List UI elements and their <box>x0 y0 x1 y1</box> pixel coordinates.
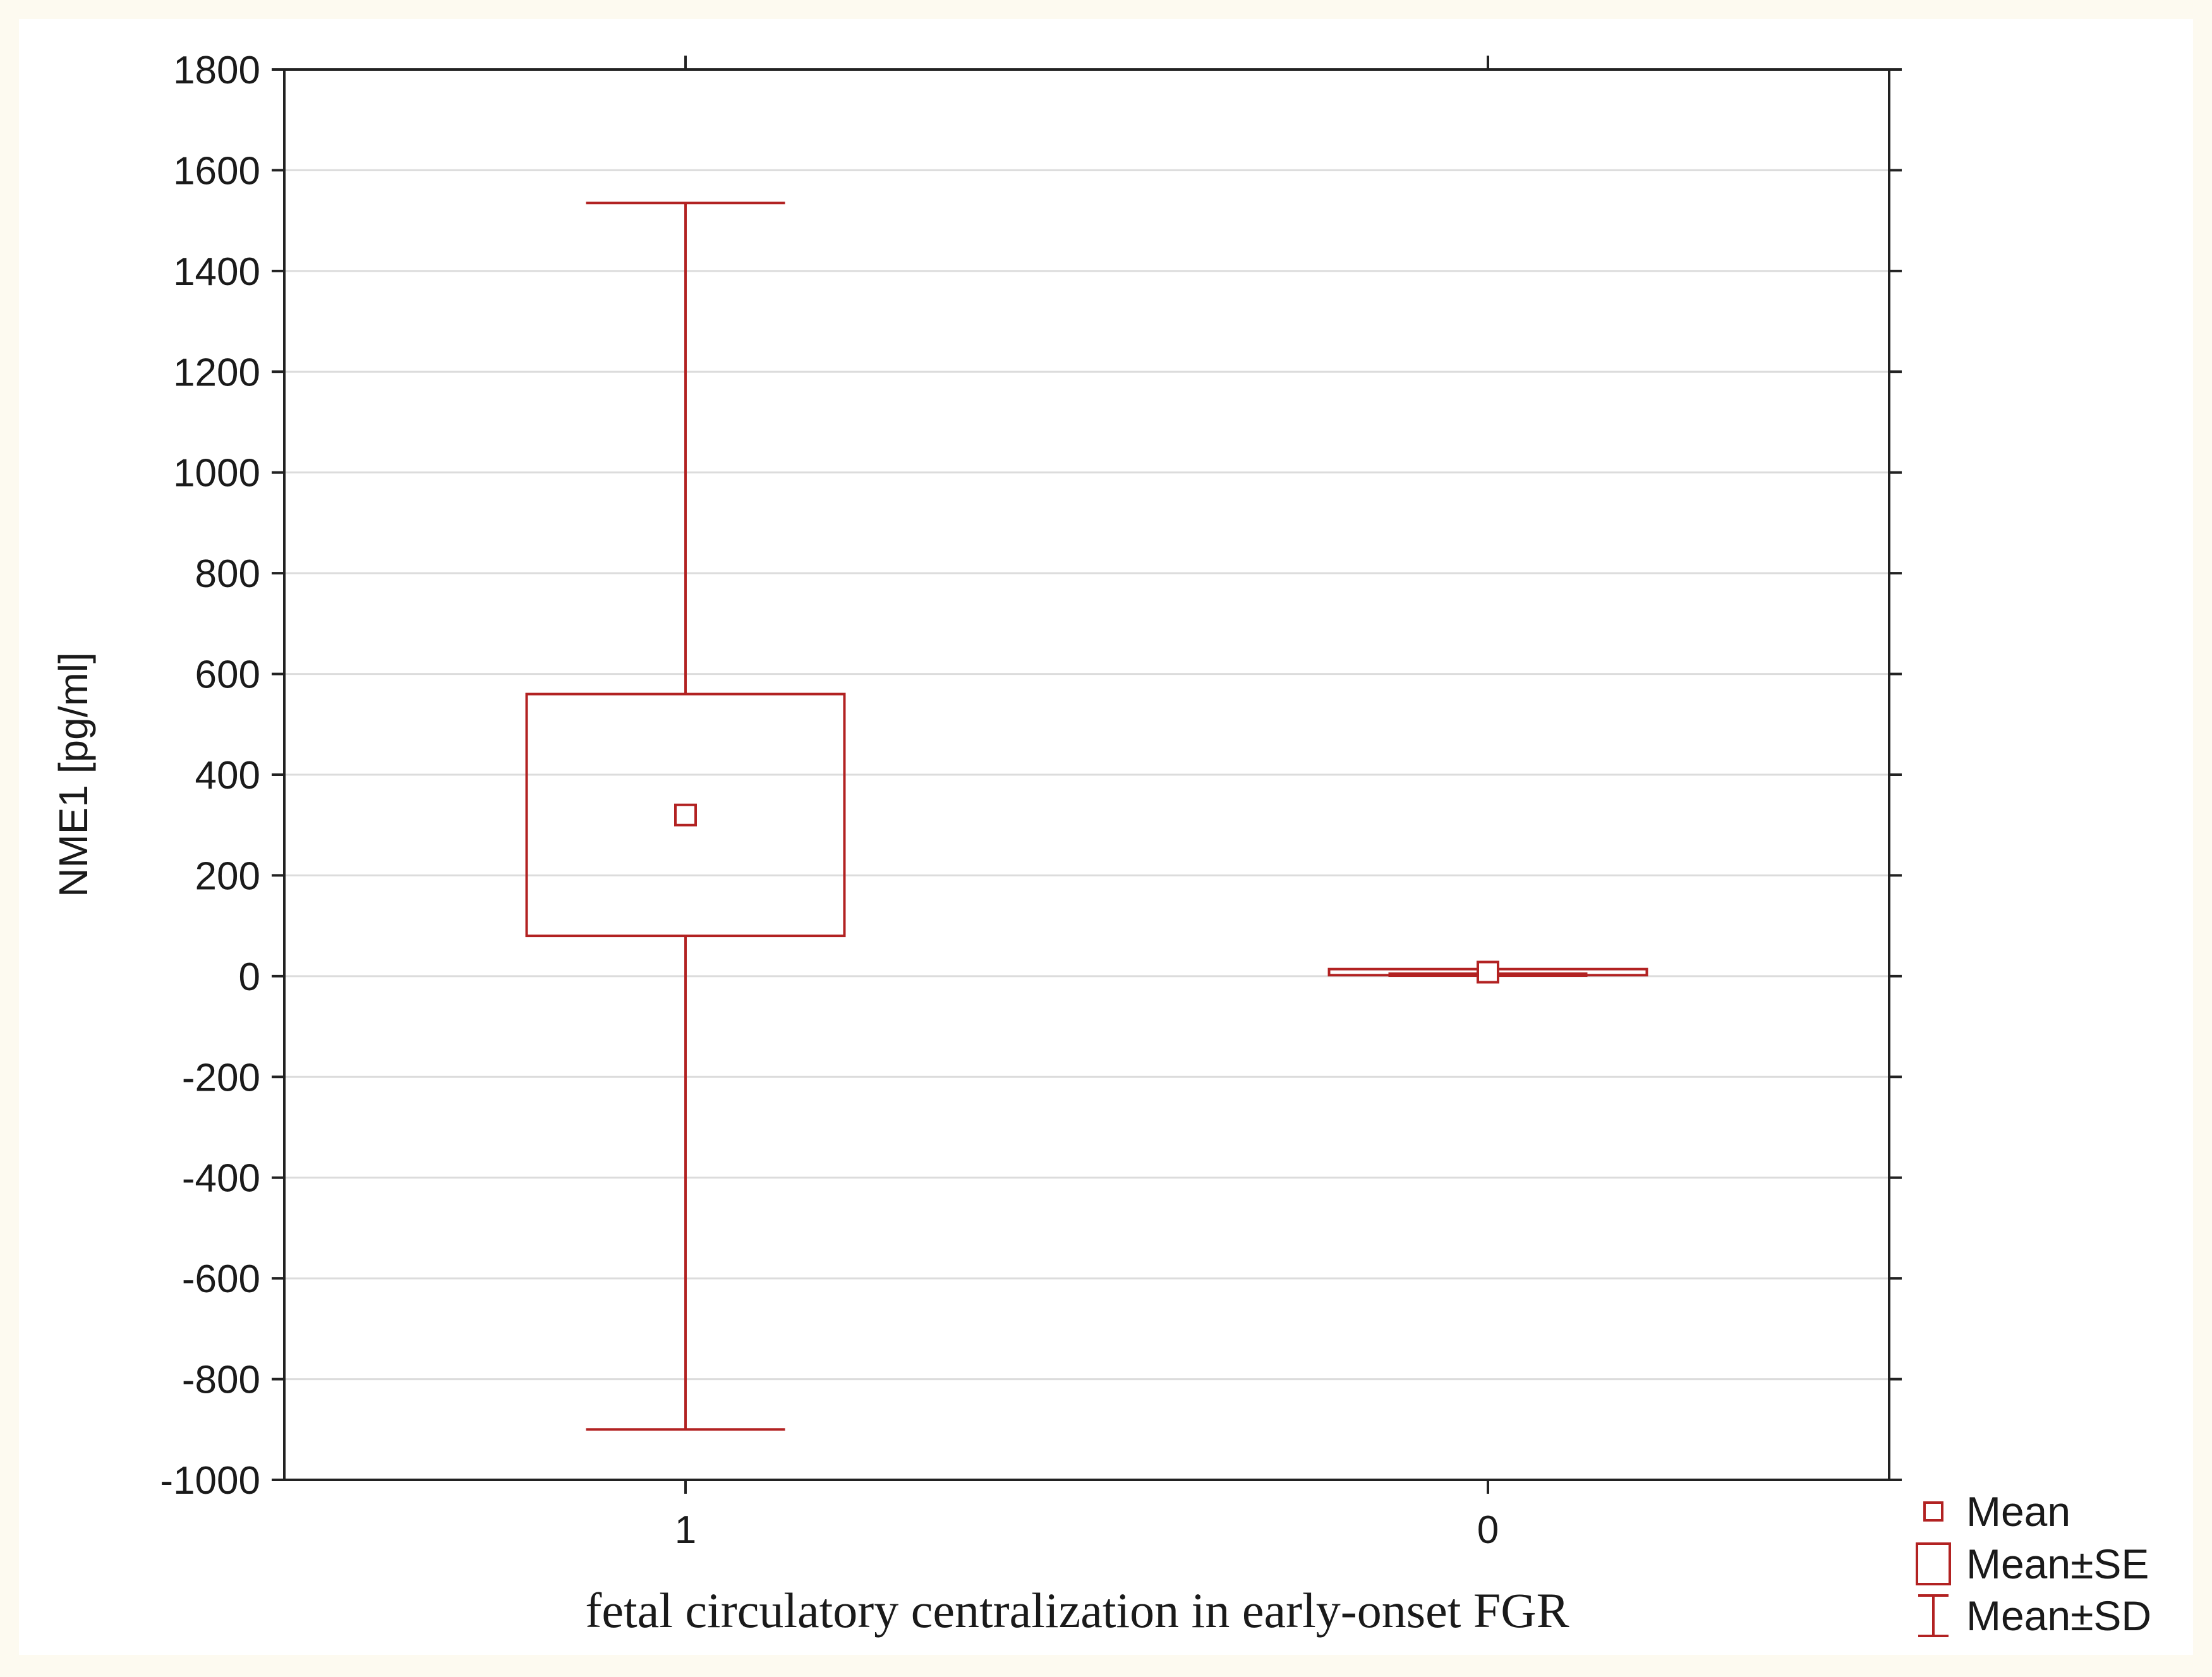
chart-background <box>19 19 2193 1655</box>
legend-label: Mean <box>1966 1488 2070 1535</box>
legend-se-icon <box>1916 1542 1951 1585</box>
x-tick-label: 0 <box>1477 1508 1499 1552</box>
y-tick-label: -1000 <box>160 1459 260 1503</box>
y-tick-label: 400 <box>195 754 260 797</box>
legend-label: Mean±SD <box>1966 1592 2151 1639</box>
x-axis-title: fetal circulatory centralization in earl… <box>585 1583 1569 1638</box>
legend-mean-icon <box>1923 1501 1943 1522</box>
mean-marker <box>674 803 697 826</box>
y-tick-label: 600 <box>195 653 260 697</box>
y-tick-label: -200 <box>182 1056 260 1099</box>
y-axis-title: NME1 [pg/ml] <box>51 652 96 897</box>
y-tick-label: 1400 <box>173 250 260 294</box>
legend-label: Mean±SE <box>1966 1541 2149 1587</box>
mean-marker <box>1477 960 1499 984</box>
y-tick-label: -400 <box>182 1157 260 1201</box>
y-tick-label: 200 <box>195 854 260 898</box>
y-tick-label: -800 <box>182 1359 260 1402</box>
y-tick-label: 0 <box>239 955 260 999</box>
y-tick-label: -600 <box>182 1257 260 1301</box>
y-tick-label: 1800 <box>173 49 260 92</box>
x-tick-label: 1 <box>675 1508 696 1552</box>
se-box <box>525 693 846 938</box>
legend: Mean Mean±SE Mean±SD <box>1916 1488 2151 1639</box>
y-tick-label: 1200 <box>173 351 260 394</box>
y-tick-label: 800 <box>195 552 260 596</box>
y-tick-label: 1000 <box>173 452 260 495</box>
y-tick-label: 1600 <box>173 149 260 193</box>
